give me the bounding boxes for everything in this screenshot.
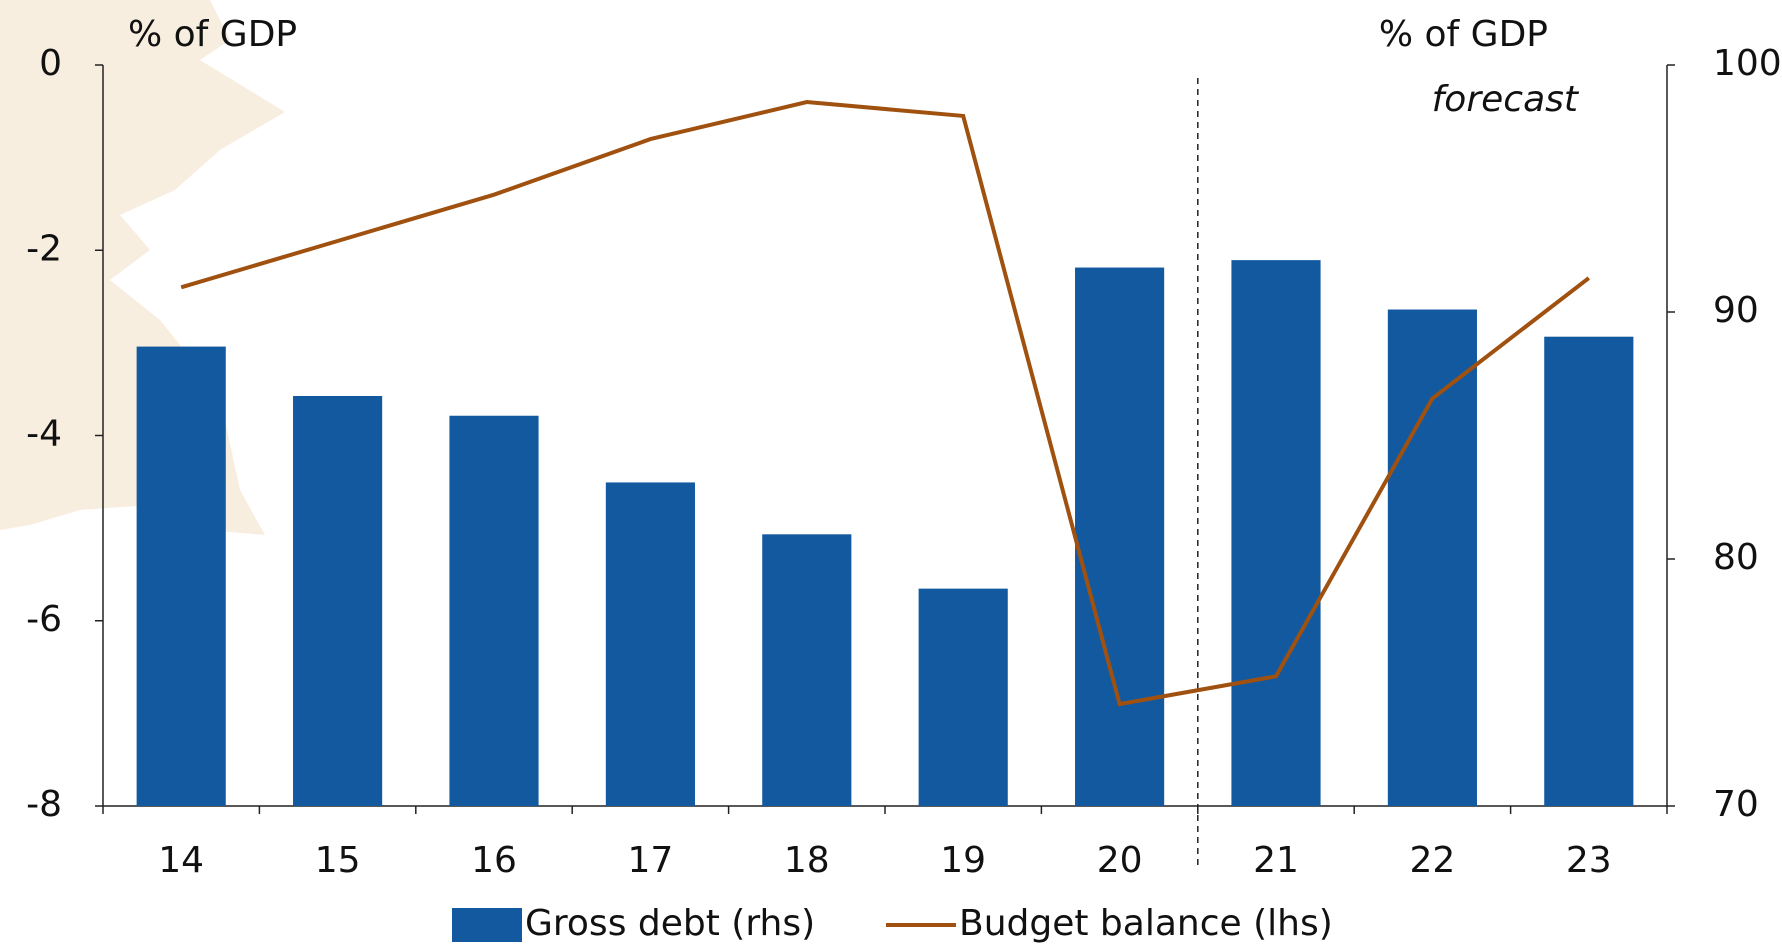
y-tick-label: -8 — [26, 784, 62, 825]
bar — [1075, 267, 1165, 806]
y2-tick-label: 100 — [1713, 43, 1782, 84]
legend-label: Gross debt (rhs) — [525, 903, 815, 944]
legend-label: Budget balance (lhs) — [959, 903, 1333, 944]
legend-swatch — [452, 908, 522, 942]
y2-tick-label: 70 — [1713, 784, 1759, 825]
y2-tick-label: 80 — [1713, 537, 1759, 578]
bar — [449, 415, 539, 806]
x-tick-label: 18 — [784, 840, 830, 881]
x-tick-label: 14 — [158, 840, 204, 881]
line — [180, 100, 1591, 707]
x-tick-label: 17 — [627, 840, 673, 881]
x-tick-label: 15 — [315, 840, 361, 881]
y2-tick-label: 90 — [1713, 290, 1759, 331]
x-tick-label: 19 — [940, 840, 986, 881]
x-tick-label: 23 — [1566, 840, 1612, 881]
y-tick-label: 0 — [39, 43, 62, 84]
y-axis-label: % of GDP — [128, 14, 297, 55]
bar — [762, 534, 852, 806]
bar — [1544, 336, 1634, 806]
forecast-annotation: forecast — [1432, 79, 1580, 120]
bar — [136, 346, 226, 806]
y-tick-label: -2 — [26, 228, 62, 269]
y2-axis-label: % of GDP — [1379, 14, 1548, 55]
y-tick-label: -4 — [26, 414, 62, 455]
y-tick-label: -6 — [26, 599, 62, 640]
x-tick-label: 21 — [1253, 840, 1299, 881]
bar — [1231, 260, 1321, 806]
x-tick-label: 16 — [471, 840, 517, 881]
bar — [1387, 309, 1477, 806]
bar — [918, 588, 1008, 806]
x-tick-label: 20 — [1097, 840, 1143, 881]
bar — [293, 395, 383, 806]
x-tick-label: 22 — [1409, 840, 1455, 881]
bar — [605, 482, 695, 806]
